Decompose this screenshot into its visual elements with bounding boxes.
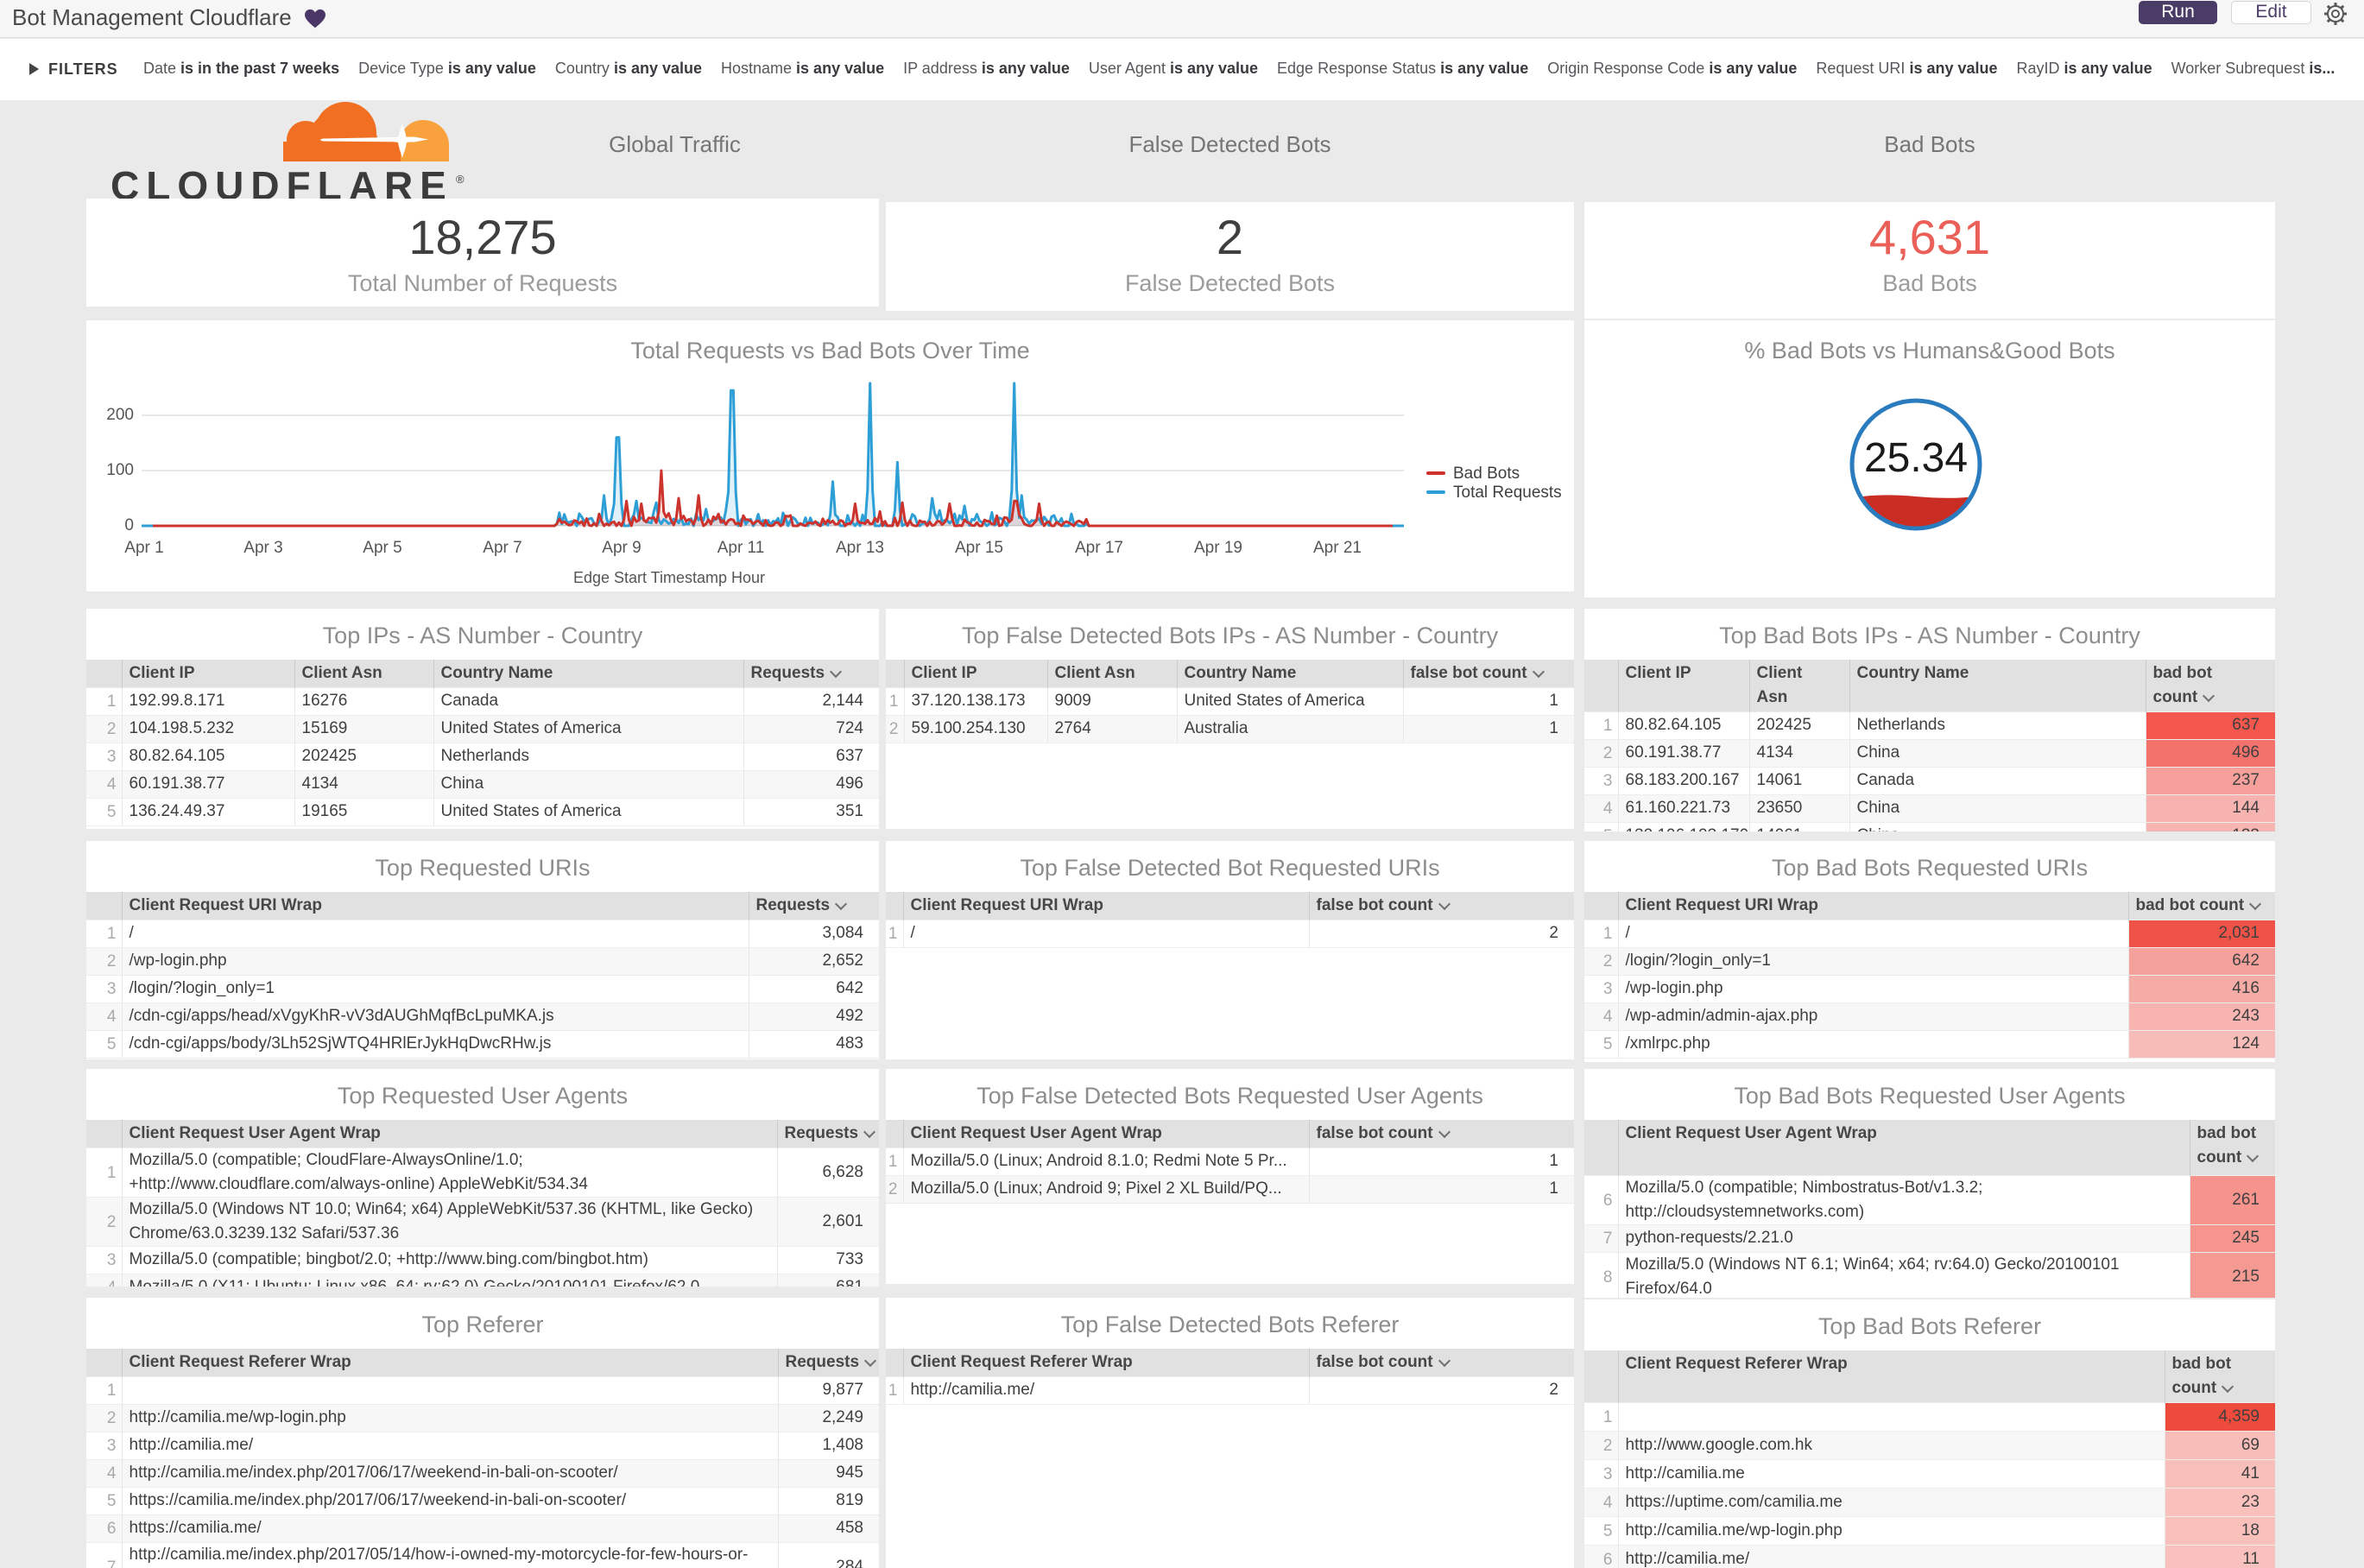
- svg-text:25.34: 25.34: [1864, 435, 1968, 481]
- svg-text:CLOUDFLARE: CLOUDFLARE: [111, 163, 453, 200]
- svg-text:®: ®: [456, 173, 465, 186]
